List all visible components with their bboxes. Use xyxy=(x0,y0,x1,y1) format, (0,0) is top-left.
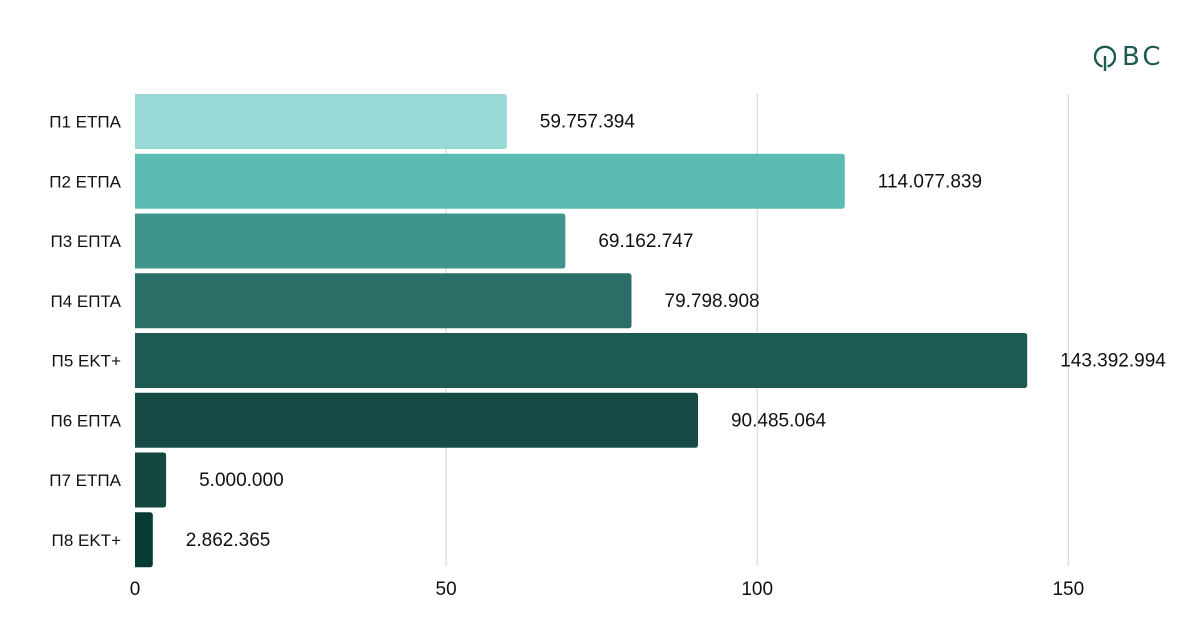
bar xyxy=(135,333,1028,388)
bar xyxy=(135,273,632,329)
bar xyxy=(135,512,153,568)
value-labels: 59.757.394 114.077.839 69.162.747 79.798.90… xyxy=(186,112,1166,551)
x-tick-labels: 0 50 100 150 xyxy=(130,579,1084,600)
logo-q-icon xyxy=(1094,45,1116,71)
value-label: 143.392.994 xyxy=(1060,351,1166,372)
brand-logo: BC xyxy=(1094,42,1164,72)
category-label: Π6 ΕΠΤΑ xyxy=(50,411,121,430)
x-tick-label: 100 xyxy=(741,579,773,600)
bar xyxy=(135,213,566,269)
value-label: 69.162.747 xyxy=(598,231,693,252)
category-label: Π2 ΕΤΠΑ xyxy=(49,172,121,191)
bar xyxy=(135,452,167,508)
bar xyxy=(135,392,698,448)
value-label: 59.757.394 xyxy=(540,112,636,133)
logo-letters: BC xyxy=(1122,42,1164,72)
bar xyxy=(135,153,845,209)
value-label: 114.077.839 xyxy=(878,171,982,192)
value-label: 5.000.000 xyxy=(199,470,284,491)
category-label: Π8 ΕΚΤ+ xyxy=(52,531,122,550)
value-label: 79.798.908 xyxy=(665,291,760,312)
category-label: Π7 ΕΤΠΑ xyxy=(49,471,121,490)
category-labels: Π1 ΕΤΠΑ Π2 ΕΤΠΑ Π3 ΕΠΤΑ Π4 ΕΠΤΑ Π5 ΕΚΤ+ Π6 ΕΠ… xyxy=(49,113,121,550)
x-tick-label: 0 xyxy=(130,579,141,600)
category-label: Π1 ΕΤΠΑ xyxy=(49,113,121,132)
x-tick-label: 150 xyxy=(1052,579,1084,600)
bar xyxy=(135,94,507,149)
x-tick-label: 50 xyxy=(436,579,457,600)
category-label: Π3 ΕΠΤΑ xyxy=(50,232,121,251)
value-label: 2.862.365 xyxy=(186,530,271,551)
bars xyxy=(135,94,1028,568)
category-label: Π4 ΕΠΤΑ xyxy=(50,292,121,311)
value-label: 90.485.064 xyxy=(731,410,827,431)
category-label: Π5 ΕΚΤ+ xyxy=(52,352,122,371)
